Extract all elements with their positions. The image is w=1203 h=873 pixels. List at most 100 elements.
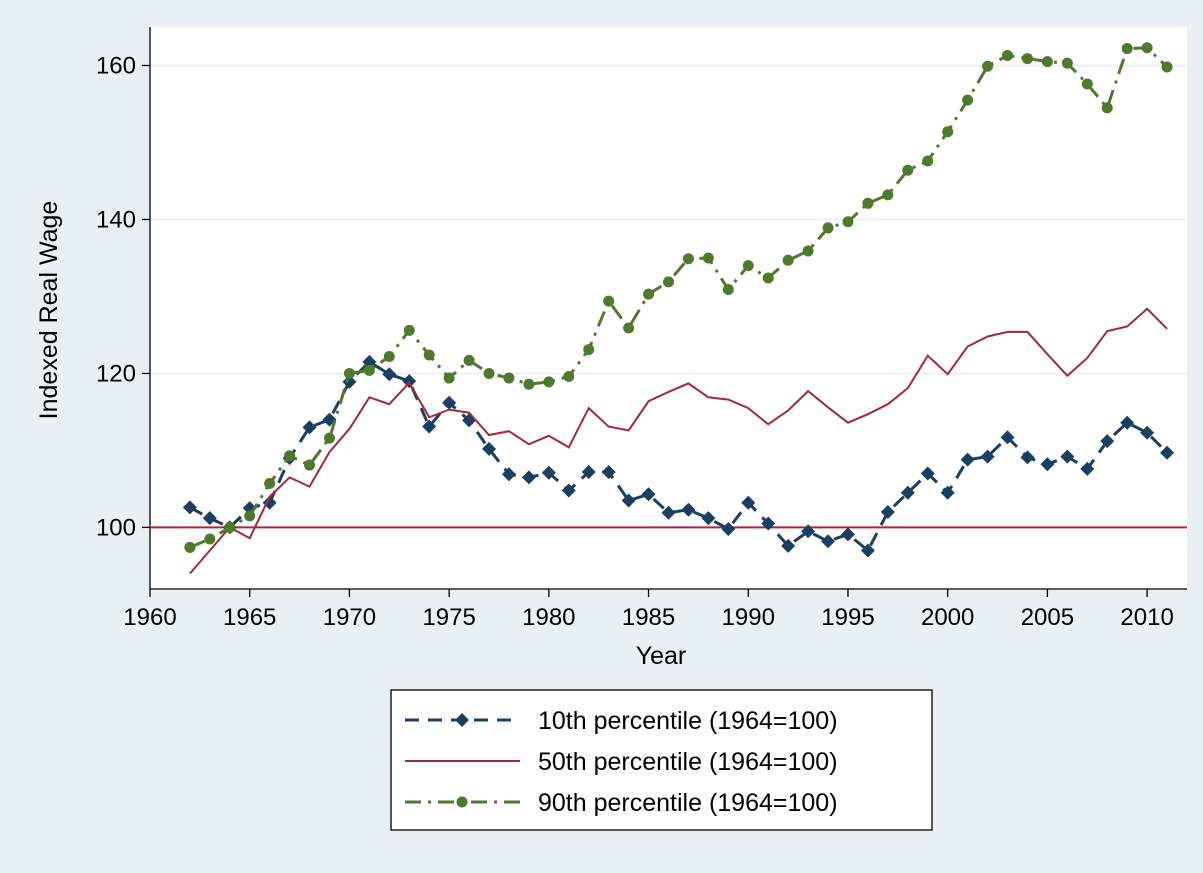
y-tick-label: 140	[96, 206, 136, 233]
legend-item: 10th percentile (1964=100)	[405, 707, 838, 735]
data-point	[184, 541, 196, 553]
data-point	[1021, 53, 1033, 65]
data-point	[1161, 61, 1173, 73]
x-tick-label: 2000	[921, 604, 974, 631]
data-point	[840, 527, 855, 542]
data-point	[264, 478, 276, 490]
data-point	[621, 493, 636, 508]
data-point	[942, 126, 954, 138]
data-point	[204, 533, 216, 545]
data-point	[1100, 434, 1115, 449]
data-point	[1080, 461, 1095, 476]
data-point	[661, 505, 676, 520]
series-1	[182, 354, 1175, 558]
data-point	[302, 420, 317, 435]
x-tick-label: 1995	[821, 604, 874, 631]
series-2	[189, 307, 1168, 575]
legend-marker	[455, 713, 469, 727]
data-point	[581, 464, 596, 479]
data-point	[1020, 450, 1035, 465]
data-point	[1121, 43, 1133, 55]
legend-label: 50th percentile (1964=100)	[538, 748, 838, 776]
data-point	[702, 252, 714, 264]
x-tick-label: 1990	[722, 604, 775, 631]
x-tick-label: 1980	[522, 604, 575, 631]
legend-item: 50th percentile (1964=100)	[405, 748, 838, 776]
data-point	[501, 467, 516, 482]
data-point	[862, 197, 874, 209]
legend-items: 10th percentile (1964=100) 50th percentil…	[405, 707, 838, 817]
data-point	[722, 284, 734, 296]
x-tick-label: 1970	[323, 604, 376, 631]
data-point	[721, 521, 736, 536]
data-point	[1101, 102, 1113, 114]
series-line	[189, 307, 1168, 575]
data-point	[681, 502, 696, 517]
data-point	[1061, 57, 1073, 69]
legend-marker	[456, 796, 468, 808]
data-point	[603, 295, 615, 307]
data-point	[782, 254, 794, 266]
data-point	[1060, 449, 1075, 464]
data-point	[583, 344, 595, 356]
y-axis: 100 120 140 160	[96, 27, 151, 589]
data-point	[543, 376, 555, 388]
data-point	[623, 322, 635, 334]
data-point	[482, 441, 497, 456]
x-tick-label: 1965	[223, 604, 276, 631]
data-point	[882, 189, 894, 201]
y-axis-title: Indexed Real Wage	[35, 201, 63, 420]
data-point	[682, 253, 694, 265]
data-point	[781, 538, 796, 553]
data-point	[801, 524, 816, 539]
data-point	[363, 364, 375, 376]
data-point	[483, 367, 495, 379]
x-tick-label: 2010	[1120, 604, 1173, 631]
data-point	[342, 374, 357, 389]
x-tick-label: 1985	[622, 604, 675, 631]
data-point	[601, 464, 616, 479]
data-point	[284, 450, 296, 462]
data-point	[762, 272, 774, 284]
data-point	[663, 276, 674, 288]
data-point	[900, 485, 915, 500]
data-point	[304, 459, 316, 471]
data-point	[1120, 415, 1135, 430]
data-point	[442, 395, 457, 410]
data-point	[362, 354, 377, 369]
data-point	[561, 483, 576, 498]
y-tick-label: 160	[96, 52, 136, 79]
data-point	[423, 349, 435, 361]
data-point	[962, 94, 974, 106]
data-point	[1160, 445, 1175, 460]
legend-label: 90th percentile (1964=100)	[538, 789, 838, 817]
data-point	[742, 260, 754, 272]
x-axis: 1960 1965 1970 1975 1980 1985 1990 1995 2000 2005…	[123, 588, 1187, 631]
legend-label: 10th percentile (1964=100)	[538, 707, 838, 735]
data-point	[1141, 42, 1153, 54]
data-point	[842, 216, 854, 228]
data-point	[1002, 49, 1014, 61]
data-point	[761, 516, 776, 531]
data-point	[182, 500, 197, 515]
x-tick-label: 1960	[123, 604, 176, 631]
data-point	[880, 505, 895, 520]
data-point	[343, 367, 355, 379]
plot-area	[150, 27, 1187, 589]
data-point	[741, 495, 756, 510]
data-point	[382, 367, 397, 382]
data-point	[383, 351, 395, 363]
data-point	[960, 452, 975, 467]
data-point	[920, 466, 935, 481]
data-point	[403, 324, 415, 336]
data-point	[563, 371, 575, 383]
data-point	[1081, 78, 1093, 90]
data-point	[402, 374, 417, 389]
data-point	[940, 485, 955, 500]
legend: 10th percentile (1964=100) 50th percentil…	[390, 689, 933, 831]
data-point	[443, 372, 455, 384]
data-point	[202, 511, 217, 526]
y-tick-label: 100	[96, 514, 136, 541]
series-3	[184, 42, 1173, 553]
data-point	[244, 510, 256, 522]
